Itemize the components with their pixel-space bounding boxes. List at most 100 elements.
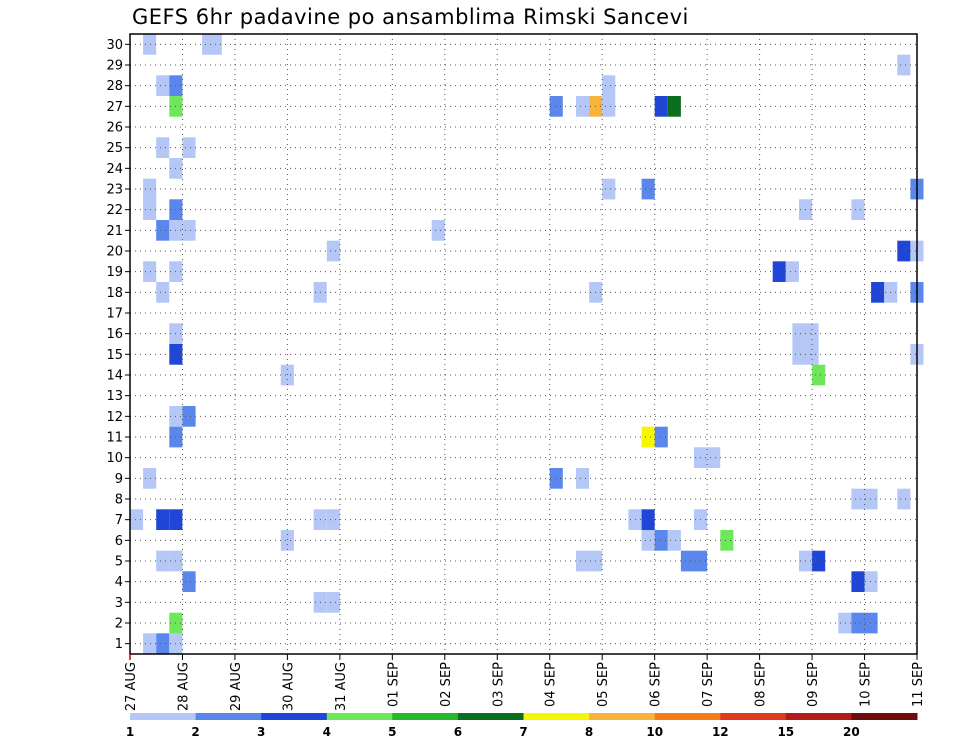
y-tick-label: 13 — [106, 389, 123, 404]
heatmap-cell — [156, 509, 170, 530]
legend-label: 2 — [191, 725, 199, 739]
y-tick-label: 17 — [106, 307, 123, 322]
heatmap-cell — [851, 612, 865, 634]
heatmap-cell — [156, 550, 170, 572]
legend-swatch — [523, 713, 590, 720]
heatmap-cell — [654, 426, 668, 448]
legend-swatch — [326, 713, 393, 720]
y-tick-label: 7 — [115, 513, 123, 528]
x-tick-label: 07 SEP — [701, 662, 716, 707]
heatmap-cell — [431, 220, 445, 241]
y-tick-label: 21 — [106, 224, 123, 239]
chart-title: GEFS 6hr padavine po ansamblima Rimski S… — [132, 5, 689, 29]
heatmap-cell — [871, 282, 885, 303]
y-tick-label: 3 — [115, 596, 123, 611]
heatmap-cell — [792, 323, 806, 344]
heatmap-cell — [326, 509, 340, 530]
heatmap-cell — [641, 509, 655, 530]
heatmap-cell — [772, 261, 786, 282]
y-tick-label: 30 — [106, 38, 123, 53]
x-tick-label: 10 SEP — [859, 662, 874, 707]
heatmap-cell — [897, 240, 911, 262]
heatmap-cell — [280, 364, 294, 386]
heatmap-cell — [156, 137, 170, 158]
legend-swatch — [130, 713, 197, 720]
heatmap-cell — [182, 220, 196, 241]
y-tick-label: 1 — [115, 637, 123, 652]
heatmap-cell — [897, 488, 911, 510]
heatmap-cell — [851, 488, 865, 510]
legend-swatch — [195, 713, 262, 720]
y-tick-label: 14 — [106, 369, 123, 384]
heatmap-cell — [864, 488, 878, 510]
heatmap-cell — [182, 137, 196, 158]
y-tick-label: 10 — [106, 451, 123, 466]
heatmap-cell — [156, 633, 170, 654]
legend-swatch — [261, 713, 328, 720]
heatmap-cell — [549, 96, 563, 117]
heatmap-cell — [602, 178, 616, 200]
x-tick-label: 28 AUG — [176, 662, 191, 711]
y-tick-label: 8 — [115, 493, 123, 508]
heatmap-cell — [812, 550, 826, 572]
heatmap-cell — [707, 447, 721, 468]
legend-label: 15 — [777, 725, 794, 739]
y-tick-label: 18 — [106, 286, 123, 301]
x-tick-label: 29 AUG — [229, 662, 244, 711]
heatmap-cell — [143, 34, 157, 55]
heatmap-cell — [549, 468, 563, 489]
y-tick-label: 24 — [106, 162, 123, 177]
heatmap-cell — [851, 199, 865, 220]
legend-swatch — [785, 713, 852, 720]
heatmap-cell — [130, 509, 144, 530]
x-tick-label: 27 AUG — [124, 662, 139, 711]
y-tick-label: 15 — [106, 348, 123, 363]
y-tick-label: 4 — [115, 575, 123, 590]
heatmap-cell — [667, 530, 681, 551]
legend-label: 1 — [126, 725, 134, 739]
x-tick-label: 09 SEP — [806, 662, 821, 707]
heatmap-cell — [812, 364, 826, 386]
heatmap-cell — [864, 612, 878, 634]
y-tick-label: 27 — [106, 100, 123, 115]
heatmap-cell — [641, 530, 655, 551]
heatmap-cell — [143, 261, 157, 282]
x-tick-label: 05 SEP — [596, 662, 611, 707]
heatmap-cell — [785, 261, 799, 282]
heatmap-cell — [143, 633, 157, 654]
heatmap-cell — [680, 550, 694, 572]
y-tick-label: 11 — [106, 431, 123, 446]
heatmap-cell — [326, 240, 340, 262]
heatmap-cell — [326, 592, 340, 613]
legend-label: 10 — [646, 725, 663, 739]
heatmap-cell — [641, 426, 655, 448]
heatmap-cell — [280, 530, 294, 551]
heatmap-cell — [602, 75, 616, 96]
heatmap-cell — [654, 530, 668, 551]
x-tick-label: 02 SEP — [439, 662, 454, 707]
y-tick-label: 19 — [106, 265, 123, 280]
legend-label: 12 — [712, 725, 729, 739]
y-tick-label: 22 — [106, 203, 123, 218]
legend-swatch — [392, 713, 459, 720]
y-tick-label: 6 — [115, 534, 123, 549]
y-tick-label: 23 — [106, 183, 123, 198]
legend-label: 7 — [519, 725, 527, 739]
legend-label: 6 — [454, 725, 462, 739]
heatmap-cell — [720, 530, 734, 551]
heatmap-cell — [576, 550, 590, 572]
heatmap-cell — [851, 571, 865, 592]
legend-swatch — [654, 713, 721, 720]
y-tick-label: 26 — [106, 121, 123, 136]
heatmap-cell — [792, 344, 806, 365]
heatmap-cell — [667, 96, 681, 117]
legend-label: 20 — [843, 725, 860, 739]
y-tick-label: 12 — [106, 410, 123, 425]
heatmap-cell — [602, 96, 616, 117]
y-tick-label: 25 — [106, 141, 123, 156]
heatmap-cell — [897, 54, 911, 76]
y-tick-label: 29 — [106, 59, 123, 74]
heatmap-cell — [576, 96, 590, 117]
legend-swatch — [851, 713, 918, 720]
